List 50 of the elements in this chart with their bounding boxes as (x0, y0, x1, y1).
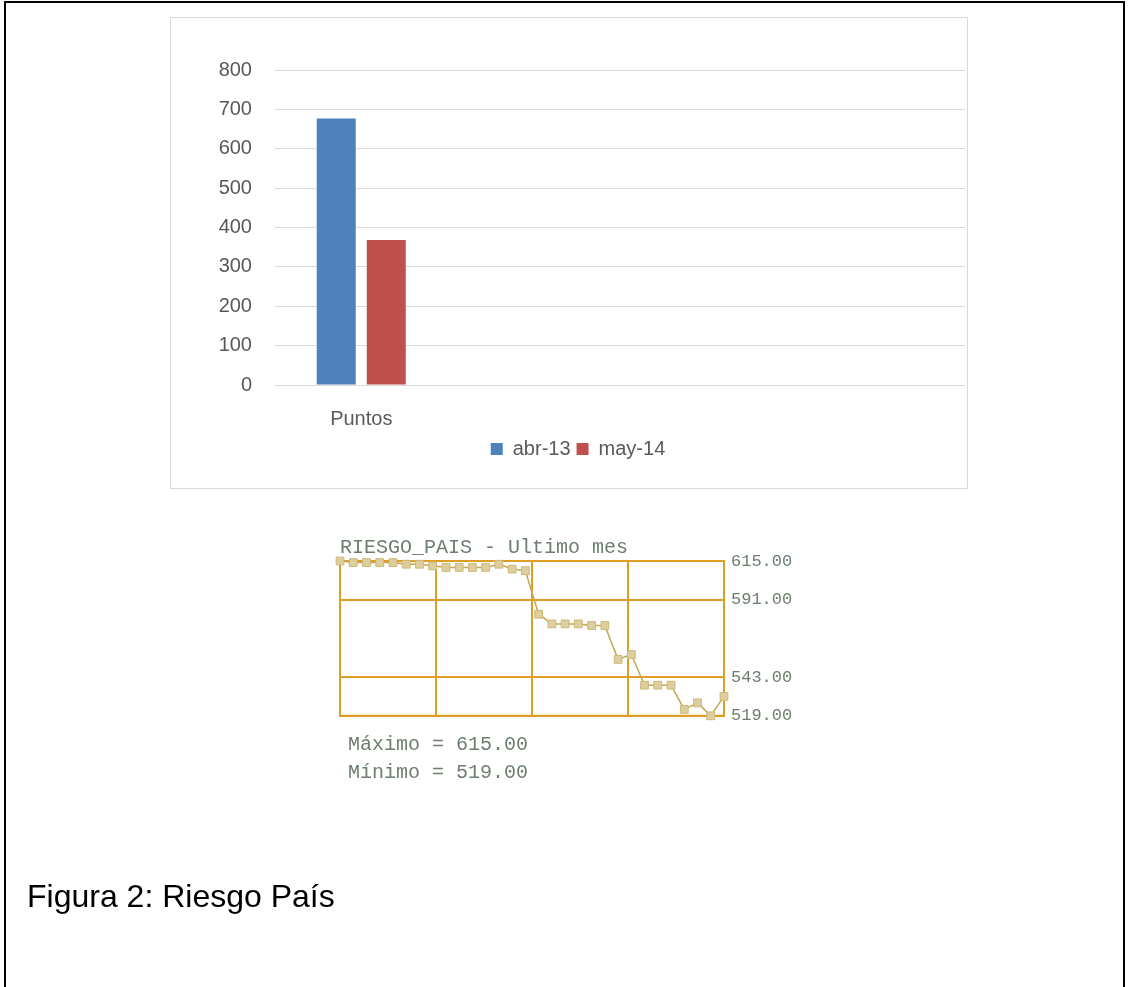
point (415, 559, 424, 569)
y-tick-label: 100 (218, 333, 252, 356)
x-tick-label: Puntos (330, 406, 393, 429)
y-tick-label: 300 (218, 254, 252, 277)
y-tick-label: 400 (218, 215, 252, 238)
chart-title: RIESGO_PAIS - Ultimo mes (340, 536, 629, 560)
point (679, 704, 689, 714)
text: Mínimo = 519.00 (348, 760, 529, 786)
point (507, 564, 517, 574)
point (706, 711, 716, 721)
point (640, 680, 649, 690)
y-tick-label: 0 (240, 372, 252, 395)
point (454, 563, 464, 572)
point (613, 654, 623, 664)
point (520, 566, 530, 576)
y-tick-label: 200 (218, 293, 252, 316)
point (428, 561, 438, 571)
point (348, 558, 358, 567)
y-tick-label: 700 (218, 96, 252, 119)
point (534, 609, 544, 619)
point (587, 621, 596, 630)
point (362, 558, 371, 567)
legend-label: abr-13 (512, 436, 571, 459)
point (600, 621, 610, 630)
text: Figura 2: Riesgo País (27, 877, 336, 916)
y-tick-label: 500 (218, 175, 252, 198)
y-tick-label: 519.00 (731, 706, 793, 726)
y-tick-label: 800 (218, 57, 252, 80)
point (573, 619, 583, 629)
point (481, 563, 491, 572)
point (693, 698, 702, 708)
point (719, 692, 729, 701)
legend-label: may-14 (598, 436, 666, 459)
point (441, 563, 451, 572)
point (560, 619, 570, 629)
point (547, 619, 557, 629)
y-tick-label: 543.00 (731, 667, 793, 687)
point (388, 558, 398, 567)
point (468, 563, 477, 572)
point (494, 559, 504, 569)
point (375, 558, 385, 567)
y-tick-label: 615.00 (731, 551, 793, 571)
point (335, 556, 345, 566)
point (666, 680, 676, 690)
text: Máximo = 615.00 (348, 732, 529, 758)
y-tick-label: 600 (218, 136, 252, 159)
point (653, 680, 663, 690)
y-tick-label: 591.00 (731, 590, 793, 610)
point (401, 559, 411, 569)
point (626, 650, 636, 659)
